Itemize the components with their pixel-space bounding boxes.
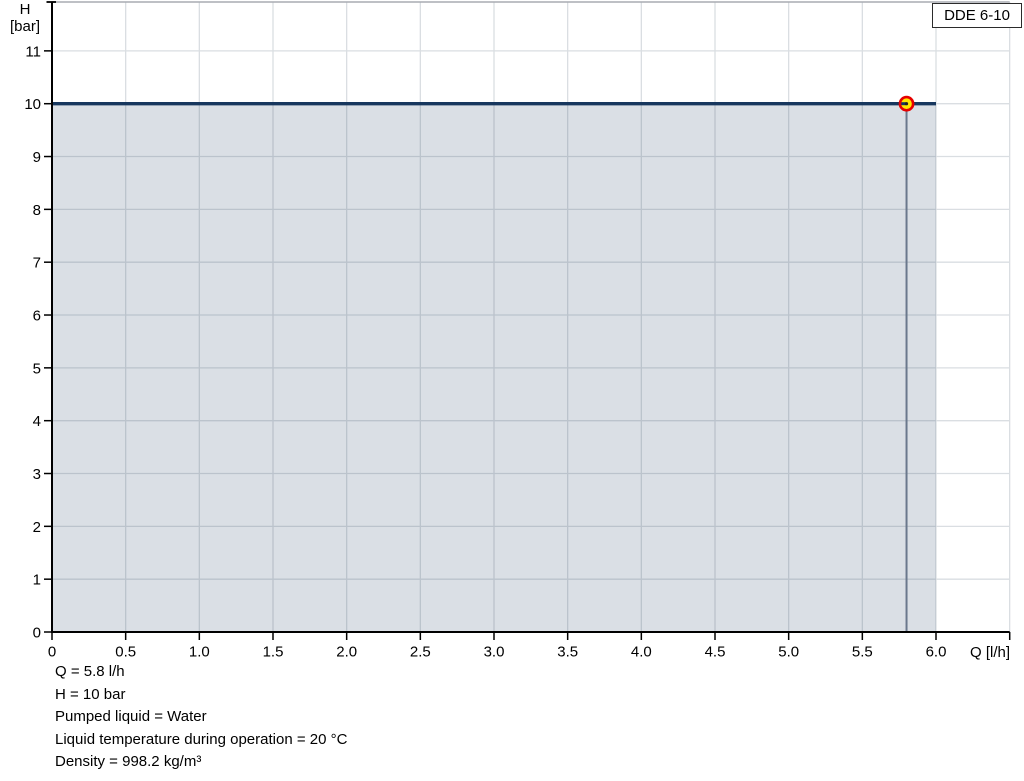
- x-tick-label: 3.5: [557, 644, 578, 661]
- y-axis-unit-label: [bar]: [9, 18, 40, 35]
- y-tick-label: 2: [33, 519, 41, 536]
- x-axis-title: Q [l/h]: [969, 644, 1010, 661]
- x-tick-label: 6.0: [926, 644, 947, 661]
- detail-liquid-temperature: Liquid temperature during operation = 20…: [55, 730, 348, 748]
- x-tick-label: 5.5: [852, 644, 873, 661]
- y-tick-label: 9: [33, 149, 41, 166]
- x-tick-label: 1.0: [189, 644, 210, 661]
- x-tick-label: 4.0: [631, 644, 652, 661]
- y-tick-label: 6: [33, 308, 41, 325]
- detail-pumped-liquid: Pumped liquid = Water: [55, 708, 207, 726]
- y-tick-label: 7: [33, 255, 41, 272]
- detail-head: H = 10 bar: [55, 685, 126, 703]
- y-tick-label: 11: [25, 43, 41, 60]
- x-tick-label: 2.5: [410, 644, 431, 661]
- y-tick-label: 0: [33, 625, 41, 642]
- detail-flow: Q = 5.8 l/h: [55, 663, 125, 680]
- duty-point-center-dot: [904, 102, 909, 106]
- y-tick-label: 3: [33, 466, 41, 483]
- detail-density: Density = 998.2 kg/m³: [55, 753, 202, 771]
- curve-area-fill: [52, 103, 936, 632]
- x-tick-label: 2.0: [336, 644, 357, 661]
- y-tick-label: 5: [33, 360, 41, 377]
- y-tick-label: 8: [33, 202, 41, 219]
- y-axis-title: H [bar]: [0, 1, 50, 35]
- y-tick-label: 10: [24, 96, 41, 113]
- y-tick-label: 4: [33, 413, 41, 430]
- y-tick-label: 1: [33, 572, 41, 589]
- x-tick-label: 5.0: [778, 644, 799, 661]
- y-axis-quantity-label: H: [19, 1, 31, 18]
- duty-point-marker[interactable]: [898, 95, 915, 112]
- x-tick-label: 1.5: [263, 644, 284, 661]
- x-tick-label: 0.5: [115, 644, 136, 661]
- duty-point-ring: [898, 95, 915, 112]
- pump-model-badge: DDE 6-10: [932, 3, 1022, 28]
- duty-point-details: Q = 5.8 l/h H = 10 bar Pumped liquid = W…: [55, 661, 347, 774]
- x-tick-label: 0: [48, 644, 56, 661]
- x-tick-label: 3.0: [484, 644, 505, 661]
- x-tick-label: 4.5: [705, 644, 726, 661]
